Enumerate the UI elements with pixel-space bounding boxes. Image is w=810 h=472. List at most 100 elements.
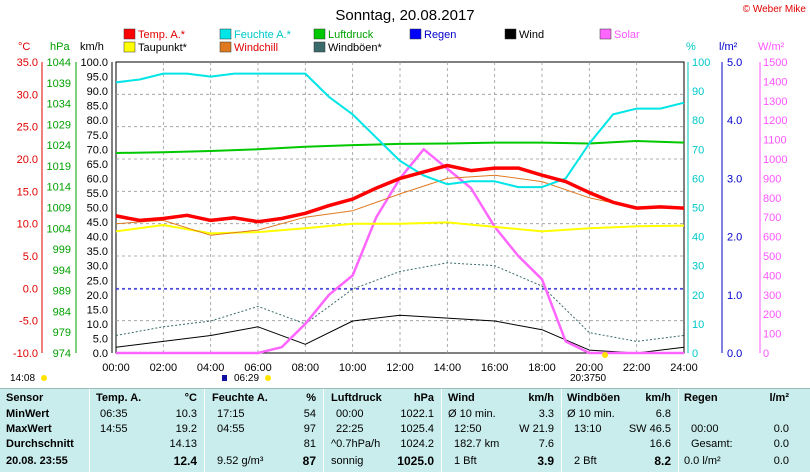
wind-tick-label: 95.0 (87, 72, 108, 84)
humidity-tick-label: 60 (692, 173, 704, 185)
wind-header: Wind (448, 392, 475, 404)
wind-tick-label: 100.0 (80, 57, 108, 69)
series-line-windb-en (115, 262, 685, 342)
divider (441, 389, 442, 472)
row-label-max: MaxWert (6, 423, 52, 435)
x-tick-label: 04:00 (197, 362, 225, 374)
hum-current-value: 87 (302, 454, 316, 468)
solar-tick-label: 200 (763, 309, 781, 321)
series-line-wind (115, 314, 685, 354)
wind-min-label: Ø 10 min. (448, 408, 496, 420)
temp-tick-label: 25.0 (17, 122, 38, 134)
legend-label: Feuchte A.* (234, 29, 292, 41)
humidity-tick-label: 20 (692, 290, 704, 302)
temp-min-time: 06:35 (100, 408, 128, 420)
press-header-unit: hPa (413, 392, 434, 404)
temp-avg-value: 14.13 (169, 438, 197, 450)
statistics-table: Sensor MinWert MaxWert Durchschnitt 20.0… (0, 388, 810, 472)
pressure-tick-label: 1029 (47, 119, 71, 131)
temp-tick-label: -10.0 (13, 348, 38, 360)
wind-tick-label: 20.0 (87, 290, 108, 302)
wind-tick-label: 30.0 (87, 261, 108, 273)
legend-swatch (313, 28, 326, 40)
legend-label: Temp. A.* (138, 29, 186, 41)
temp-tick-label: 35.0 (17, 57, 38, 69)
wind-header-unit: km/h (528, 392, 554, 404)
divider (323, 389, 324, 472)
pressure-tick-label: 1009 (47, 203, 71, 215)
wind-tick-label: 35.0 (87, 246, 108, 258)
x-tick-label: 00:00 (102, 362, 130, 374)
temp-tick-label: 15.0 (17, 186, 38, 198)
pressure-tick-label: 1039 (47, 78, 71, 90)
chart-title: Sonntag, 20.08.2017 (335, 7, 474, 24)
gust-col: Windböen km/h Ø 10 min. 6.8 13:10 SW 46.5 1… (562, 389, 677, 472)
x-tick-label: 18:00 (528, 362, 556, 374)
legend-swatch (219, 41, 232, 53)
press-trend: ^0.7hPa/h (331, 438, 381, 450)
rain-tick-label: 5.0 (727, 57, 742, 69)
pressure-col: Luftdruck hPa 00:00 1022.1 22:25 1025.4 ^0.… (324, 389, 440, 472)
temp-tick-label: -5.0 (19, 316, 38, 328)
gust-min-label: Ø 10 min. (567, 408, 615, 420)
temp-header-unit: °C (184, 392, 197, 404)
gust-max-value: SW 46.5 (628, 423, 671, 435)
rain-tick-label: 4.0 (727, 115, 742, 127)
divider (204, 389, 205, 472)
press-min-value: 1022.1 (400, 408, 434, 420)
pressure-tick-label: 994 (53, 265, 71, 277)
hum-abs-value: 9.52 g/m³ (217, 455, 264, 467)
legend-label: Windchill (234, 42, 278, 54)
pressure-tick-label: 1034 (47, 99, 71, 111)
solar-unit: W/m² (758, 41, 785, 53)
humidity-tick-label: 10 (692, 319, 704, 331)
hum-min-value: 54 (303, 408, 316, 420)
row-label-current: 20.08. 23:55 (6, 455, 68, 467)
legend-swatch (313, 41, 326, 53)
divider (561, 389, 562, 472)
sensor-col: Sensor MinWert MaxWert Durchschnitt 20.0… (0, 389, 88, 472)
legend-swatch (123, 41, 136, 53)
press-min-time: 00:00 (336, 408, 364, 420)
x-tick-label: 20:00 (576, 362, 604, 374)
legend-swatch (599, 28, 612, 40)
rain-current-value: 0.0 (773, 455, 789, 467)
press-forecast: sonnig (331, 455, 364, 467)
rain-tick-label: 2.0 (727, 232, 742, 244)
gust-current-value: 8.2 (654, 454, 671, 468)
rain-total-value: 0.0 (773, 438, 789, 450)
hum-header: Feuchte A. (212, 392, 268, 404)
temp-max-time: 14:55 (100, 423, 128, 435)
series-line-temp-a (115, 163, 685, 224)
solar-tick-label: 900 (763, 173, 781, 185)
sunrise-label: 06:29 (234, 373, 259, 384)
temp-tick-label: 10.0 (17, 219, 38, 231)
wind-current-value: 3.9 (537, 454, 554, 468)
pressure-tick-label: 1004 (47, 223, 71, 235)
wind-tick-label: 70.0 (87, 144, 108, 156)
pressure-tick-label: 999 (53, 244, 71, 256)
sunset-suffix: 50 (595, 373, 607, 384)
hum-avg-value: 81 (303, 438, 316, 450)
legend-label: Regen (424, 29, 456, 41)
solar-tick-label: 1100 (763, 135, 787, 147)
wind-tick-label: 15.0 (87, 304, 108, 316)
gust-max-time: 13:10 (574, 423, 602, 435)
humidity-col: Feuchte A.% 17:15 54 04:55 97 81 9.52 g/m³… (205, 389, 322, 472)
series-line-taupunkt (115, 221, 685, 235)
sunset-label: 20:37 (570, 373, 595, 384)
solar-tick-label: 1300 (763, 96, 787, 108)
sensor-header: Sensor (6, 392, 44, 404)
gust-header-unit: km/h (645, 392, 671, 404)
legend-label: Taupunkt* (138, 42, 188, 54)
pressure-unit: hPa (50, 41, 70, 53)
press-current-value: 1025.0 (397, 454, 434, 468)
wind-distance: 182.7 km (454, 438, 500, 450)
temp-col: Temp. A. °C 06:35 10.3 14:55 19.2 14.13 12.… (90, 389, 203, 472)
sunrise-sun-icon (265, 375, 271, 381)
copyright-text: © Weber Mike (743, 4, 807, 15)
wind-tick-label: 60.0 (87, 173, 108, 185)
series-line-feuchte-a (115, 72, 685, 189)
rain-header: Regen (684, 392, 718, 404)
legend-swatch (219, 28, 232, 40)
